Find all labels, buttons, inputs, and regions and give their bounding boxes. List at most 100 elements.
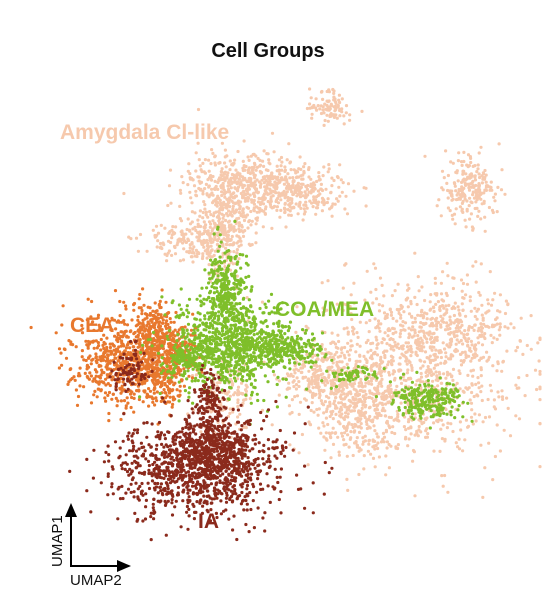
data-point	[433, 358, 437, 362]
data-point	[196, 239, 200, 243]
data-point	[286, 374, 290, 378]
data-point	[258, 164, 262, 168]
data-point	[166, 400, 170, 404]
data-point	[497, 395, 501, 399]
data-point	[496, 390, 500, 394]
data-point	[289, 213, 293, 217]
data-point	[138, 331, 142, 335]
data-point	[211, 219, 215, 223]
data-point	[335, 360, 339, 364]
data-point	[448, 332, 452, 336]
data-point	[125, 343, 130, 347]
data-point	[249, 209, 253, 214]
data-point	[187, 238, 191, 243]
data-point	[445, 370, 449, 374]
data-point	[467, 188, 472, 192]
data-point	[318, 107, 322, 111]
data-point	[130, 318, 134, 322]
data-point	[432, 366, 436, 370]
data-point	[449, 191, 453, 195]
data-point	[373, 465, 377, 469]
data-point	[275, 208, 279, 212]
data-point	[311, 186, 315, 190]
data-point	[325, 358, 329, 362]
data-point	[227, 201, 231, 205]
data-point	[435, 204, 439, 208]
data-point	[302, 171, 306, 175]
data-point	[236, 187, 240, 191]
data-point	[537, 359, 541, 363]
data-point	[397, 346, 401, 350]
data-point	[145, 350, 149, 354]
data-point	[458, 205, 462, 209]
data-point	[492, 398, 496, 402]
data-point	[286, 329, 290, 333]
data-point	[458, 313, 462, 317]
data-point	[248, 397, 252, 401]
data-point	[471, 374, 475, 378]
data-point	[364, 204, 368, 208]
data-point	[407, 437, 411, 441]
data-point	[517, 376, 521, 380]
data-point	[389, 390, 393, 394]
data-point	[370, 365, 374, 369]
data-point	[495, 210, 499, 214]
data-point	[363, 397, 367, 402]
data-point	[490, 188, 494, 192]
data-point	[444, 149, 448, 153]
data-point	[369, 290, 373, 294]
data-point	[214, 203, 218, 207]
data-point	[129, 237, 133, 241]
data-point	[259, 197, 263, 201]
data-point	[186, 217, 190, 221]
data-point	[216, 180, 220, 185]
data-point	[518, 339, 522, 343]
data-point	[223, 170, 227, 174]
data-point	[500, 395, 505, 399]
data-point	[360, 384, 364, 388]
data-point	[401, 344, 405, 348]
data-point	[488, 383, 492, 387]
data-point	[496, 309, 500, 313]
data-point	[351, 325, 355, 329]
data-point	[319, 182, 323, 186]
data-point	[454, 342, 458, 346]
data-point	[283, 178, 287, 182]
data-point	[336, 435, 340, 439]
data-point	[299, 311, 303, 315]
data-point	[263, 189, 267, 193]
data-point	[443, 437, 447, 441]
data-point	[182, 235, 186, 239]
data-point	[462, 390, 466, 394]
data-point	[435, 292, 439, 296]
data-point	[480, 330, 484, 334]
data-point	[323, 376, 327, 381]
data-point	[391, 355, 395, 359]
data-point	[167, 184, 172, 188]
data-point	[160, 288, 164, 292]
data-point	[155, 316, 159, 320]
data-point	[463, 181, 467, 186]
data-point	[401, 375, 405, 379]
data-point	[460, 201, 464, 205]
data-point	[424, 435, 428, 439]
data-point	[473, 314, 477, 319]
data-point	[348, 118, 352, 122]
data-point	[155, 245, 159, 249]
data-point	[352, 281, 356, 285]
data-point	[191, 260, 195, 264]
data-point	[113, 356, 117, 360]
data-point	[233, 186, 237, 190]
data-point	[437, 370, 441, 374]
data-point	[346, 341, 350, 345]
data-point	[386, 363, 390, 367]
data-point	[415, 343, 419, 347]
data-point	[439, 355, 443, 360]
data-point	[235, 234, 239, 238]
data-point	[242, 139, 246, 143]
data-point	[138, 232, 143, 237]
data-point	[122, 332, 126, 336]
data-point	[479, 368, 483, 372]
data-point	[445, 261, 449, 265]
data-point	[323, 400, 327, 404]
